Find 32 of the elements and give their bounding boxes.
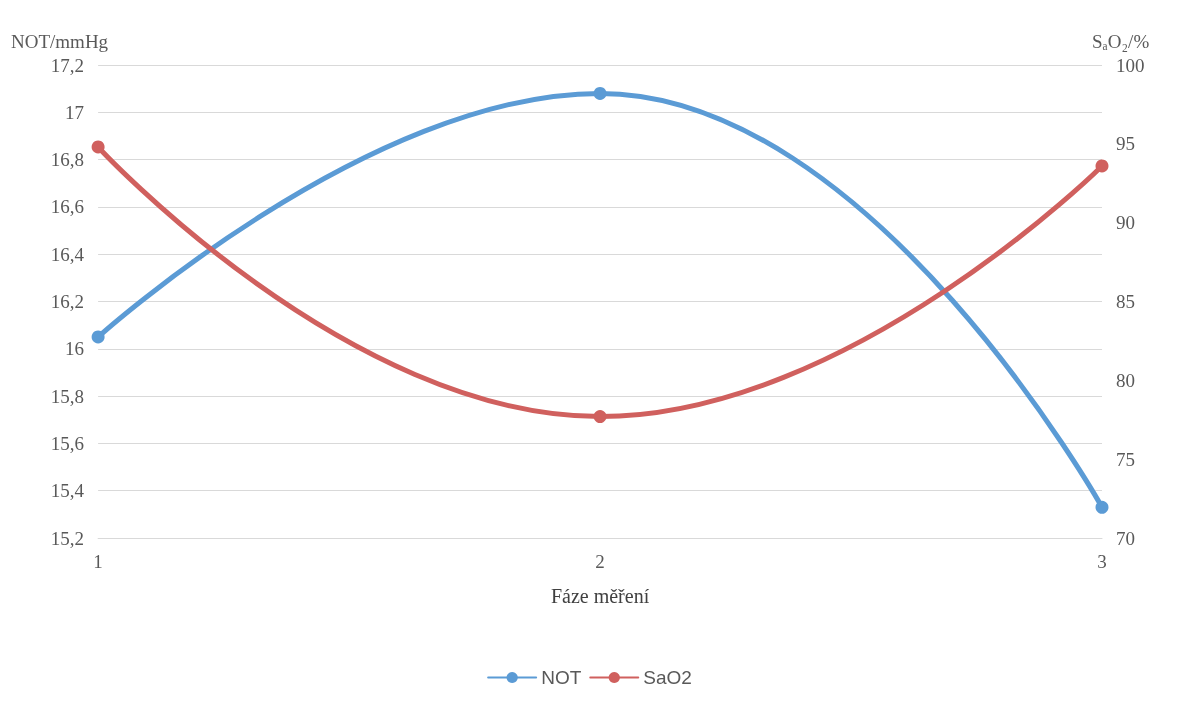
x-axis-title: Fáze měření [550,585,650,607]
y-tick-label: 16,4 [50,243,85,265]
point [91,330,105,344]
y2-tick-label: 70 [1116,527,1135,549]
y-tick-label: 16 [65,338,85,360]
y2-axis-title: SₐO₂/% [1092,31,1150,52]
y-tick-label: 16,8 [50,149,85,171]
x-tick-label: 2 [595,551,605,572]
y-tick-label: 15,6 [50,432,85,454]
y-tick-label: 15,8 [50,385,85,407]
x-tick-label: 3 [1097,551,1107,572]
y-axis-title: NOT/mmHg [11,31,109,52]
y-tick-label: 15,4 [50,480,85,502]
point [91,140,105,154]
y-tick-label: 15,2 [50,527,85,549]
y-tick-label: 17 [65,101,85,123]
point [593,86,607,100]
point [1095,159,1109,173]
y2-tick-label: 80 [1116,369,1135,391]
y2-tick-label: 95 [1116,133,1135,155]
y-tick-label: 17,2 [50,54,85,76]
y2-tick-label: 75 [1116,448,1135,470]
y2-tick-label: 85 [1116,291,1135,312]
legend-label: NOT [541,667,582,688]
y2-tick-label: 100 [1116,54,1145,76]
y-tick-label: 16,6 [50,196,85,218]
y-tick-label: 16,2 [50,291,85,312]
point [1095,500,1109,514]
x-tick-label: 1 [93,551,103,572]
y2-tick-label: 90 [1116,212,1135,234]
point [593,410,607,424]
legend-label: SaO2 [643,667,692,688]
